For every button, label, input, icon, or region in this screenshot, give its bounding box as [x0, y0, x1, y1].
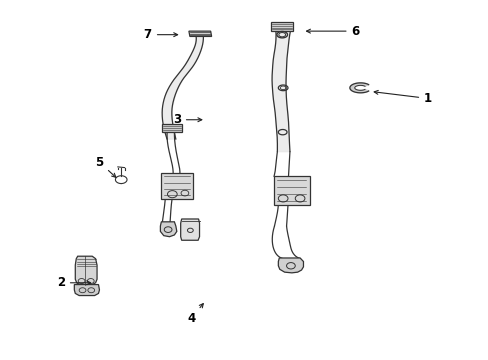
Polygon shape [162, 36, 203, 139]
Polygon shape [188, 31, 211, 36]
Polygon shape [74, 284, 99, 296]
Text: 1: 1 [373, 90, 431, 105]
Text: 2: 2 [57, 276, 90, 289]
Polygon shape [278, 258, 303, 273]
Text: 7: 7 [143, 28, 177, 41]
Polygon shape [160, 222, 177, 237]
Polygon shape [270, 22, 292, 31]
Polygon shape [180, 219, 199, 240]
Polygon shape [273, 176, 309, 205]
Text: 5: 5 [95, 156, 116, 177]
Text: 6: 6 [306, 24, 359, 38]
Polygon shape [271, 31, 290, 152]
Bar [162, 124, 181, 132]
Polygon shape [161, 173, 192, 199]
Text: 4: 4 [187, 303, 203, 325]
Text: 3: 3 [172, 113, 202, 126]
Polygon shape [75, 256, 97, 286]
Polygon shape [349, 83, 368, 93]
